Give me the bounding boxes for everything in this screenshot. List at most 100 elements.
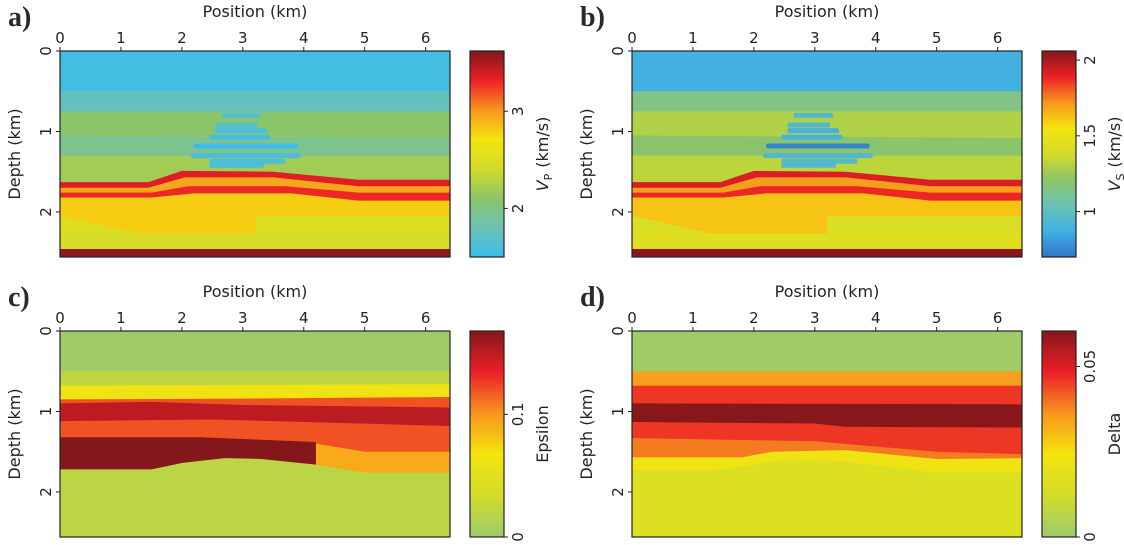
colorbar-label-unit: (km/s) xyxy=(533,117,552,168)
y-axis-label: Depth (km) xyxy=(577,108,596,199)
x-tick-label: 1 xyxy=(116,309,126,327)
x-axis-label: Position (km) xyxy=(775,282,880,301)
y-tick-label: 0 xyxy=(37,46,55,56)
gas-lens xyxy=(209,134,271,140)
colorbar-label: Delta xyxy=(1105,413,1124,456)
colorbar-label: VS (km/s) xyxy=(1105,117,1124,192)
y-tick-label: 2 xyxy=(37,207,55,217)
x-tick-label: 3 xyxy=(238,309,248,327)
y-axis-label: Depth (km) xyxy=(5,388,24,479)
colorbar-label-subscript: P xyxy=(542,173,555,180)
x-tick-label: 3 xyxy=(810,309,820,327)
gas-lens xyxy=(221,112,262,118)
y-tick-label: 0 xyxy=(609,326,627,336)
x-tick-label: 2 xyxy=(177,29,187,47)
y-tick-label: 1 xyxy=(609,127,627,137)
colorbar-tick-label: 1.5 xyxy=(1081,124,1099,148)
colorbar xyxy=(469,330,505,538)
colorbar-tick-label: 0 xyxy=(509,532,527,542)
layer xyxy=(60,458,450,537)
colorbar-label-symbol: Delta xyxy=(1105,413,1124,456)
gas-lens xyxy=(787,122,831,128)
colorbar-tick-label: 2 xyxy=(509,204,527,214)
colorbar-tick-label: 0 xyxy=(1081,532,1099,542)
x-tick-label: 3 xyxy=(238,29,248,47)
gas-lens xyxy=(766,143,870,149)
panel-a: a) Position (km) 0 1 2 3 4 5 6 Depth (km) 0 1 2 2 3 VP (… xyxy=(5,2,555,258)
x-tick-label: 5 xyxy=(932,309,942,327)
colorbar-label: VP (km/s) xyxy=(533,117,555,192)
plot-area xyxy=(632,51,1022,257)
gas-lens xyxy=(215,122,259,128)
x-tick-label: 4 xyxy=(299,309,309,327)
y-axis-label: Depth (km) xyxy=(5,108,24,199)
y-tick-label: 1 xyxy=(609,407,627,417)
gas-lens xyxy=(781,158,858,164)
x-tick-label: 0 xyxy=(55,309,65,327)
x-tick-label: 2 xyxy=(749,309,759,327)
layer xyxy=(632,459,1022,537)
colorbar-label: Epsilon xyxy=(533,405,552,462)
gas-lens xyxy=(793,112,834,118)
colorbar xyxy=(1041,50,1077,258)
plot-frame xyxy=(59,330,451,538)
x-tick-label: 2 xyxy=(177,309,187,327)
colorbar xyxy=(469,50,505,258)
x-tick-label: 0 xyxy=(55,29,65,47)
gas-lens xyxy=(781,134,843,140)
gas-lens xyxy=(191,153,301,159)
x-tick-label: 4 xyxy=(299,29,309,47)
x-tick-label: 0 xyxy=(627,29,637,47)
x-tick-label: 1 xyxy=(688,309,698,327)
x-tick-label: 6 xyxy=(993,29,1003,47)
x-axis-label: Position (km) xyxy=(203,2,308,21)
colorbar xyxy=(1041,330,1077,538)
layer xyxy=(60,248,450,257)
plot-frame xyxy=(631,50,1023,258)
colorbar-tick-label: 2 xyxy=(1081,55,1099,65)
x-tick-label: 4 xyxy=(871,309,881,327)
y-tick-label: 1 xyxy=(37,407,55,417)
x-tick-label: 3 xyxy=(810,29,820,47)
gas-lens xyxy=(787,128,840,134)
plot-area xyxy=(60,51,450,257)
colorbar-label-unit: (km/s) xyxy=(1105,117,1124,168)
y-tick-label: 1 xyxy=(37,127,55,137)
panel-d: d) Position (km) 0 1 2 3 4 5 6 Depth (km) 0 1 2 0 0.05… xyxy=(577,282,1124,542)
gas-lens xyxy=(209,158,286,164)
y-tick-label: 2 xyxy=(609,207,627,217)
y-tick-label: 0 xyxy=(609,46,627,56)
panel-letter: c) xyxy=(8,282,30,313)
x-tick-label: 2 xyxy=(749,29,759,47)
colorbar-label-symbol: V xyxy=(533,179,552,191)
colorbar-label-symbol: V xyxy=(1105,180,1124,192)
x-tick-label: 4 xyxy=(871,29,881,47)
plot-area xyxy=(632,331,1022,537)
layer xyxy=(632,248,1022,257)
x-tick-label: 0 xyxy=(627,309,637,327)
gas-lens xyxy=(194,143,298,149)
panel-b: b) Position (km) 0 1 2 3 4 5 6 Depth (km) 0 1 2 1 1.5 2… xyxy=(577,2,1124,258)
x-tick-label: 6 xyxy=(421,29,431,47)
plot-area xyxy=(60,331,450,537)
gas-lens xyxy=(215,128,268,134)
x-axis-label: Position (km) xyxy=(203,282,308,301)
panel-letter: a) xyxy=(8,2,31,33)
panel-c: c) Position (km) 0 1 2 3 4 5 6 Depth (km) 0 1 2 0 0.1 E… xyxy=(5,282,552,542)
x-tick-label: 6 xyxy=(993,309,1003,327)
y-tick-label: 0 xyxy=(37,326,55,336)
y-tick-label: 2 xyxy=(37,487,55,497)
colorbar-tick-label: 3 xyxy=(509,106,527,116)
colorbar-tick-label: 0.05 xyxy=(1081,350,1099,383)
y-axis-label: Depth (km) xyxy=(577,388,596,479)
x-tick-label: 5 xyxy=(360,309,370,327)
x-tick-label: 1 xyxy=(116,29,126,47)
panel-letter: b) xyxy=(580,2,605,33)
gas-lens xyxy=(763,153,873,159)
colorbar-tick-label: 1 xyxy=(1081,207,1099,217)
x-tick-label: 1 xyxy=(688,29,698,47)
colorbar-tick-label: 0.1 xyxy=(509,402,527,426)
x-tick-label: 5 xyxy=(360,29,370,47)
panel-letter: d) xyxy=(580,282,605,313)
